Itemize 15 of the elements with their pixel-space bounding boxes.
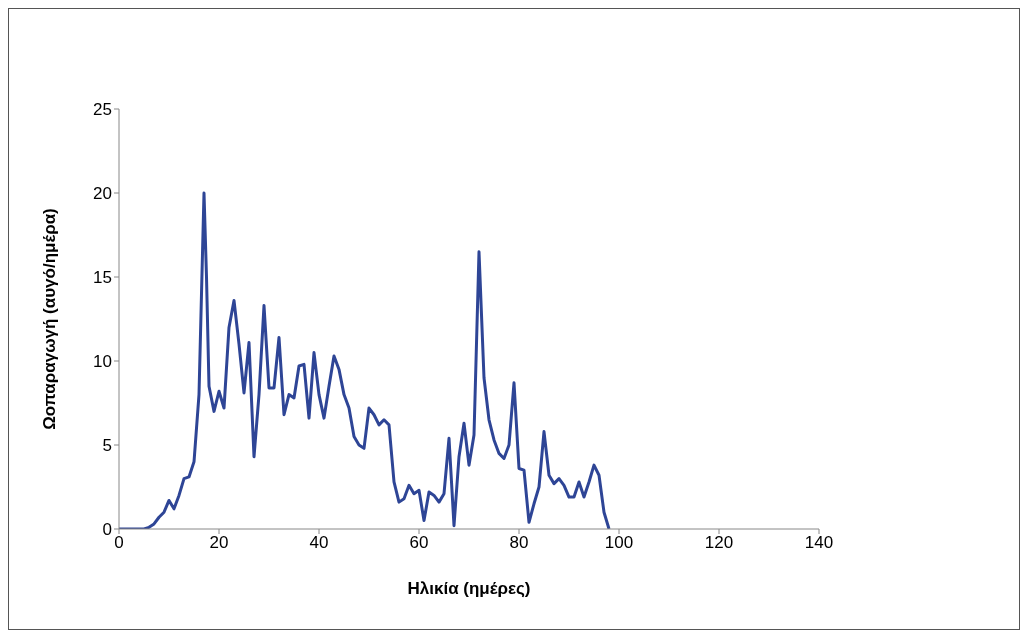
x-tick-label: 60 <box>409 533 429 553</box>
x-tick-label: 100 <box>604 533 634 553</box>
y-tick-label: 15 <box>93 268 112 288</box>
y-tick-label: 0 <box>102 520 112 540</box>
x-axis-title: Ηλικία (ημέρες) <box>407 579 531 598</box>
y-tick-label: 20 <box>93 184 112 204</box>
x-tick-label: 140 <box>804 533 834 553</box>
y-tick-label: 5 <box>102 436 112 456</box>
x-tick-label: 120 <box>704 533 734 553</box>
x-tick-label: 40 <box>309 533 329 553</box>
y-axis-title: Ωοπαραγωγή (αυγό/ημέρα) <box>40 208 60 430</box>
y-tick-label: 10 <box>93 352 112 372</box>
x-tick-label: 20 <box>209 533 229 553</box>
x-tick-label: 80 <box>509 533 529 553</box>
y-tick-label: 25 <box>93 100 112 120</box>
